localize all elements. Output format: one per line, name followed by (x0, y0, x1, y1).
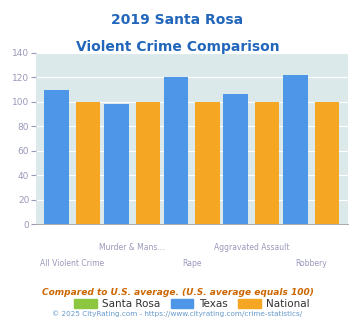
Bar (44, 89, 69, 224)
Legend: Santa Rosa, Texas, National: Santa Rosa, Texas, National (70, 295, 314, 314)
Bar (255, 102, 279, 224)
Text: © 2025 CityRating.com - https://www.cityrating.com/crime-statistics/: © 2025 CityRating.com - https://www.city… (53, 311, 302, 317)
Text: Aggravated Assault: Aggravated Assault (214, 243, 289, 251)
Bar (104, 104, 129, 224)
Text: Violent Crime Comparison: Violent Crime Comparison (76, 40, 279, 53)
Text: Murder & Mans...: Murder & Mans... (99, 243, 165, 251)
Bar (283, 75, 307, 224)
Bar (195, 102, 220, 224)
Bar (76, 102, 100, 224)
Text: Rape: Rape (182, 259, 201, 268)
Text: Robbery: Robbery (295, 259, 327, 268)
Text: 2019 Santa Rosa: 2019 Santa Rosa (111, 13, 244, 27)
Bar (315, 102, 339, 224)
Bar (164, 77, 188, 224)
Text: Compared to U.S. average. (U.S. average equals 100): Compared to U.S. average. (U.S. average … (42, 287, 313, 297)
Bar (136, 102, 160, 224)
Text: All Violent Crime: All Violent Crime (40, 259, 104, 268)
Bar (223, 94, 248, 224)
